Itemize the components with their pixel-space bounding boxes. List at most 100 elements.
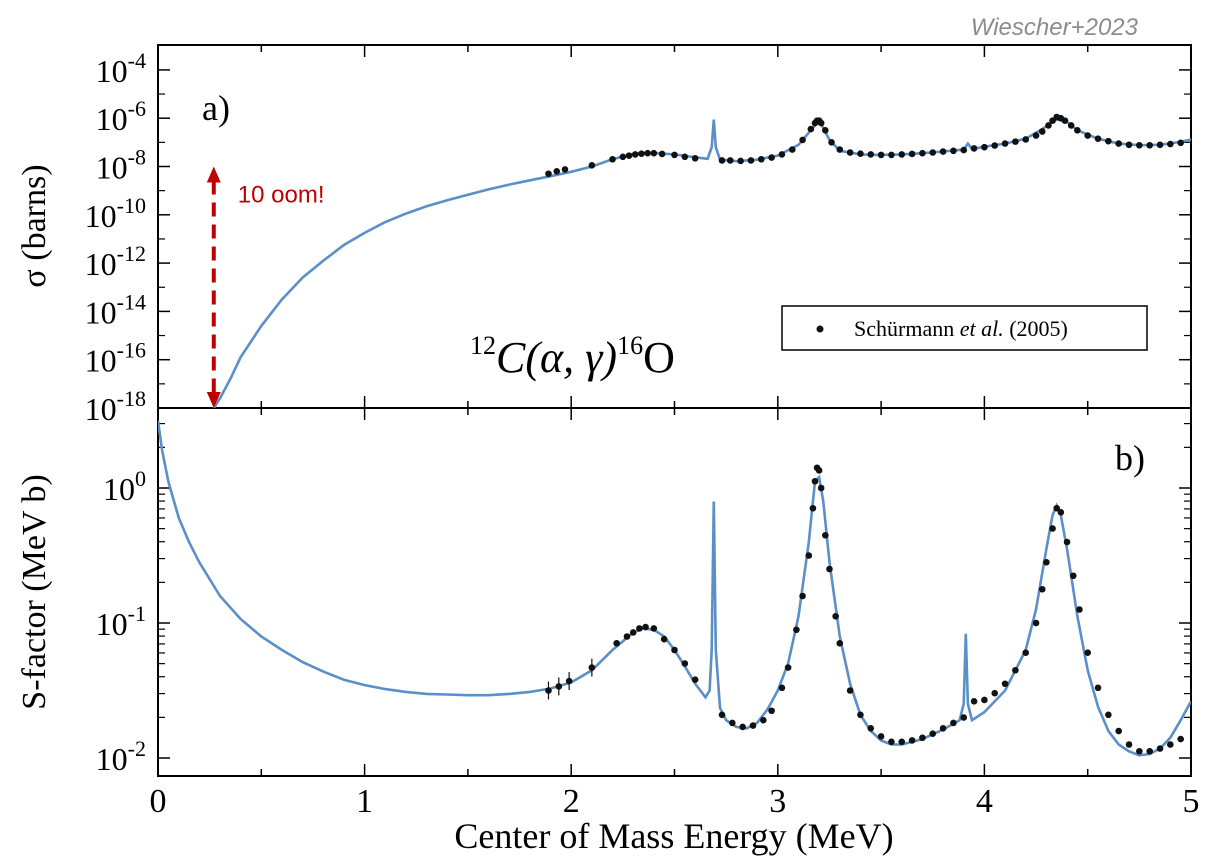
legend-label: Schürmann et al. (2005) (854, 316, 1068, 341)
data-point (960, 714, 968, 721)
data-point (1105, 137, 1112, 145)
reaction-mass-16: 16 (617, 331, 643, 360)
data-point (1177, 139, 1184, 147)
data-point (629, 629, 637, 636)
data-point (888, 151, 895, 159)
data-point (793, 626, 800, 634)
data-point (817, 119, 825, 127)
panel-b-data-points (545, 464, 1184, 755)
reaction-mass-12: 12 (470, 331, 496, 360)
data-point (950, 719, 957, 727)
y-tick-label: 10-2 (96, 736, 146, 777)
data-point (650, 625, 658, 632)
data-point (805, 552, 813, 559)
data-point (1136, 141, 1143, 149)
data-point (960, 146, 968, 154)
data-point (828, 139, 835, 146)
data-point (1043, 558, 1050, 566)
data-point (799, 592, 806, 600)
data-point (1045, 122, 1052, 129)
data-point (1167, 140, 1174, 148)
data-point (1063, 538, 1071, 546)
data-point (1125, 741, 1133, 748)
panel-b-label: b) (1115, 438, 1145, 478)
reaction-body: C(α, γ) (496, 333, 617, 382)
data-point (1001, 140, 1009, 147)
x-tick-label: 2 (563, 783, 580, 820)
x-tick-label: 3 (769, 783, 786, 820)
legend-box (781, 305, 1148, 351)
y-tick-label: 100 (103, 466, 146, 507)
data-point (1053, 504, 1061, 512)
data-point (660, 635, 668, 643)
data-point (737, 157, 744, 165)
data-point (788, 146, 796, 153)
data-point (1084, 649, 1091, 656)
data-point (613, 639, 620, 647)
data-point (822, 531, 829, 539)
data-point (553, 168, 561, 175)
data-point (1146, 747, 1153, 755)
legend: Schürmann et al. (2005) (781, 305, 1148, 351)
y-tick-label: 10-1 (96, 601, 146, 642)
y-tick-label: 10-18 (85, 386, 146, 427)
data-point (671, 646, 678, 654)
data-point (877, 733, 885, 740)
data-point (757, 155, 765, 163)
data-point (1125, 141, 1133, 149)
data-point (1105, 711, 1112, 719)
data-point (749, 722, 757, 729)
data-point (817, 484, 825, 492)
data-point (1156, 141, 1164, 149)
data-point (561, 166, 569, 173)
y-tick-label: 10-12 (85, 241, 146, 282)
data-point (919, 734, 926, 742)
data-point (809, 504, 817, 512)
y-tick-label: 10-14 (85, 289, 146, 330)
data-point (898, 151, 906, 158)
data-point (991, 142, 999, 149)
data-point (1076, 606, 1083, 613)
data-point (565, 677, 573, 685)
y-tick-label: 10-8 (96, 145, 146, 186)
reaction-label: 12C(α, γ)16O (470, 331, 675, 382)
data-point (588, 161, 596, 169)
panel-a-label: a) (202, 88, 230, 128)
data-point (726, 157, 734, 164)
data-point (1012, 666, 1019, 674)
legend-marker (816, 325, 824, 333)
data-point (908, 150, 916, 158)
panel-a-curve (212, 118, 1191, 408)
data-point (836, 146, 844, 153)
panel-b-frame (157, 407, 1192, 777)
data-point (545, 170, 552, 178)
data-point (658, 150, 666, 158)
data-point (950, 147, 957, 155)
data-point (1136, 747, 1143, 755)
data-point (826, 565, 833, 573)
data-point (760, 716, 767, 724)
data-point (846, 149, 854, 156)
data-point (681, 153, 689, 161)
panel-b-fit-line (158, 420, 1191, 757)
data-point (857, 711, 864, 719)
data-point (588, 664, 596, 671)
data-point (981, 143, 988, 151)
data-point (1069, 572, 1077, 580)
data-point (768, 154, 775, 161)
data-point (970, 145, 978, 152)
data-point (846, 687, 854, 694)
data-point (623, 633, 631, 640)
x-tick-label: 5 (1183, 783, 1200, 820)
oom-label: 10 oom! (238, 182, 325, 209)
data-point (1001, 680, 1009, 688)
y-tick-label: 10-10 (85, 193, 146, 234)
data-point (1094, 684, 1102, 692)
data-point (1067, 122, 1075, 129)
data-point (867, 151, 875, 158)
x-tick-label: 4 (976, 783, 993, 820)
data-point (939, 148, 947, 155)
y-tick-label: 10-16 (85, 338, 146, 379)
data-point (1115, 727, 1122, 735)
